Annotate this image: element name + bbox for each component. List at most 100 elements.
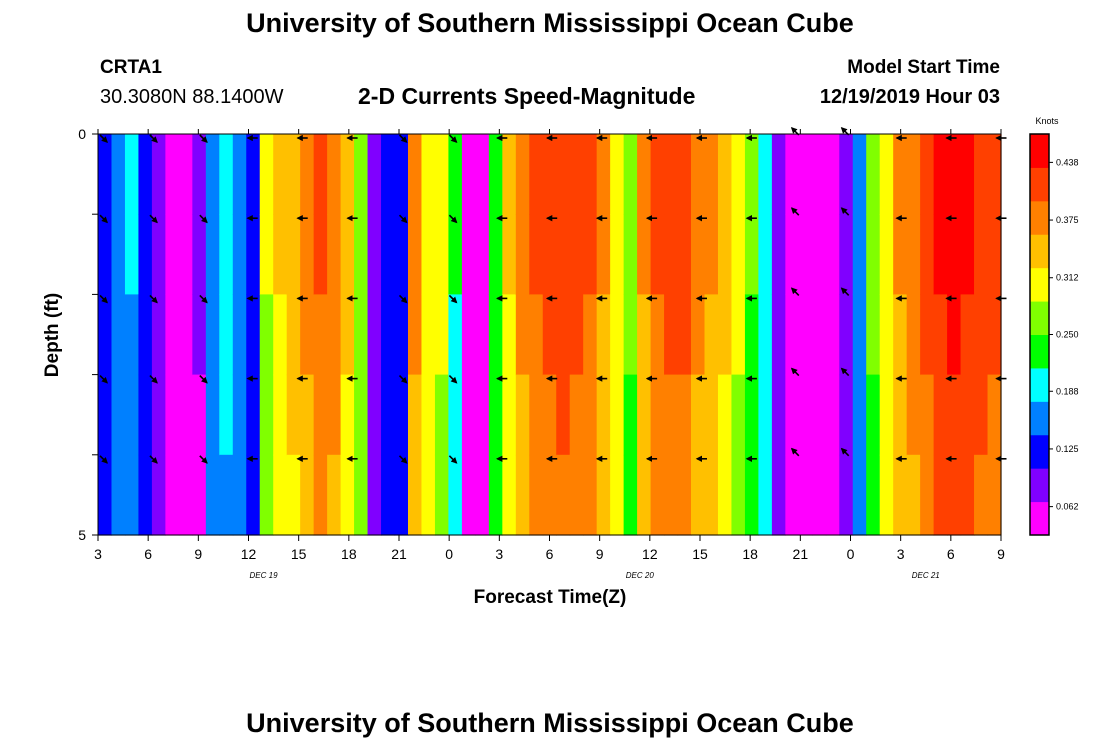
heatmap-cell (421, 134, 436, 215)
heatmap-cell (771, 294, 786, 376)
heatmap-cell (313, 294, 328, 376)
heatmap-cell (488, 214, 503, 295)
heatmap-cell (583, 134, 598, 215)
heatmap-cell (354, 294, 369, 376)
heatmap-cell (273, 134, 288, 215)
heatmap-cell (434, 134, 450, 215)
heatmap-cell (731, 214, 746, 295)
current-vector (199, 214, 208, 224)
heatmap-cell (475, 454, 490, 536)
heatmap-cell (151, 134, 166, 215)
heatmap-cell (542, 294, 557, 376)
heatmap-cell (825, 374, 840, 456)
colorbar-segment (1030, 334, 1049, 369)
heatmap-cell (327, 454, 342, 536)
current-vector (398, 134, 408, 144)
colorbar-segment (1030, 200, 1049, 235)
colorbar-tick-label: 0.188 (1056, 386, 1079, 396)
heatmap-cell (691, 454, 706, 536)
heatmap-cell (920, 374, 935, 456)
heatmap-cell (381, 134, 396, 215)
heatmap-cell (812, 374, 827, 456)
heatmap-cell (879, 454, 894, 536)
heatmap-cell (98, 374, 113, 456)
heatmap-cell (758, 134, 773, 215)
heatmap-cell (947, 134, 962, 215)
heatmap-cell (259, 454, 274, 536)
heatmap-cell (394, 214, 409, 295)
heatmap-cell (232, 134, 247, 215)
heatmap-cell (717, 134, 733, 215)
heatmap-cell (448, 454, 463, 536)
heatmap-cell (151, 294, 166, 376)
heatmap-cell (920, 454, 935, 536)
heatmap-cell (623, 294, 638, 376)
heatmap-cell (192, 454, 207, 536)
heatmap-cell (637, 294, 652, 376)
heatmap-cell (394, 294, 409, 376)
heatmap-cell (232, 454, 247, 536)
colorbar-segment (1030, 468, 1049, 503)
heatmap-cell (960, 214, 975, 295)
heatmap-cell (421, 214, 436, 295)
heatmap-cell (542, 134, 557, 215)
heatmap-cell (947, 214, 962, 295)
heatmap-cell (664, 214, 679, 295)
heatmap-cell (717, 454, 733, 536)
heatmap-cell (879, 374, 894, 456)
heatmap-cell (569, 214, 584, 295)
heatmap-cell (610, 294, 625, 376)
heatmap-cell (394, 134, 409, 215)
heatmap-cell (381, 454, 396, 536)
heatmap-cell (488, 374, 503, 456)
heatmap-cell (556, 454, 571, 536)
heatmap-cell (475, 294, 490, 376)
heatmap-cell (286, 374, 301, 456)
heatmap-cell (98, 214, 113, 295)
heatmap-cell (178, 214, 193, 295)
current-vector (99, 134, 109, 144)
heatmap-cell (879, 134, 894, 215)
heatmap-cell (300, 134, 315, 215)
heatmap-cell (219, 134, 234, 215)
heatmap-cell (744, 454, 760, 536)
heatmap-cell (138, 294, 153, 376)
y-axis-label: Depth (ft) (42, 293, 63, 377)
heatmap-cell (947, 454, 962, 536)
heatmap-cell (407, 134, 423, 215)
station-coordinates: 30.3080N 88.1400W (100, 86, 284, 108)
heatmap-cell (717, 214, 733, 295)
heatmap-cell (219, 374, 234, 456)
heatmap-cell (138, 214, 153, 295)
heatmap-cell (394, 374, 409, 456)
heatmap-cell (232, 214, 247, 295)
heatmap-cell (178, 294, 193, 376)
heatmap-cell (677, 294, 692, 376)
heatmap-cell (839, 374, 854, 456)
current-vector (448, 375, 458, 384)
heatmap-cell (327, 374, 342, 456)
heatmap-cell (475, 134, 490, 215)
heatmap-cell (461, 294, 476, 376)
heatmap-cell (273, 294, 288, 376)
heatmap-cell (987, 294, 1002, 376)
colorbar-segment (1030, 434, 1049, 469)
heatmap-cell (461, 134, 476, 215)
heatmap-cell (798, 134, 813, 215)
heatmap-cell (178, 454, 193, 536)
x-tick-label: 15 (291, 546, 307, 562)
heatmap-cell (987, 454, 1002, 536)
heatmap-cell (111, 294, 126, 376)
heatmap-cell (556, 134, 571, 215)
heatmap-cell (731, 374, 746, 456)
heatmap-cell (151, 454, 166, 536)
heatmap-cell (259, 294, 274, 376)
heatmap-cell (246, 374, 261, 456)
heatmap-cell (192, 134, 207, 215)
heatmap-cell (704, 374, 719, 456)
colorbar-segment (1030, 501, 1049, 536)
heatmap-cell (542, 214, 557, 295)
heatmap-cell (906, 374, 921, 456)
heatmap-cell (205, 134, 220, 215)
heatmap-cell (354, 374, 369, 456)
